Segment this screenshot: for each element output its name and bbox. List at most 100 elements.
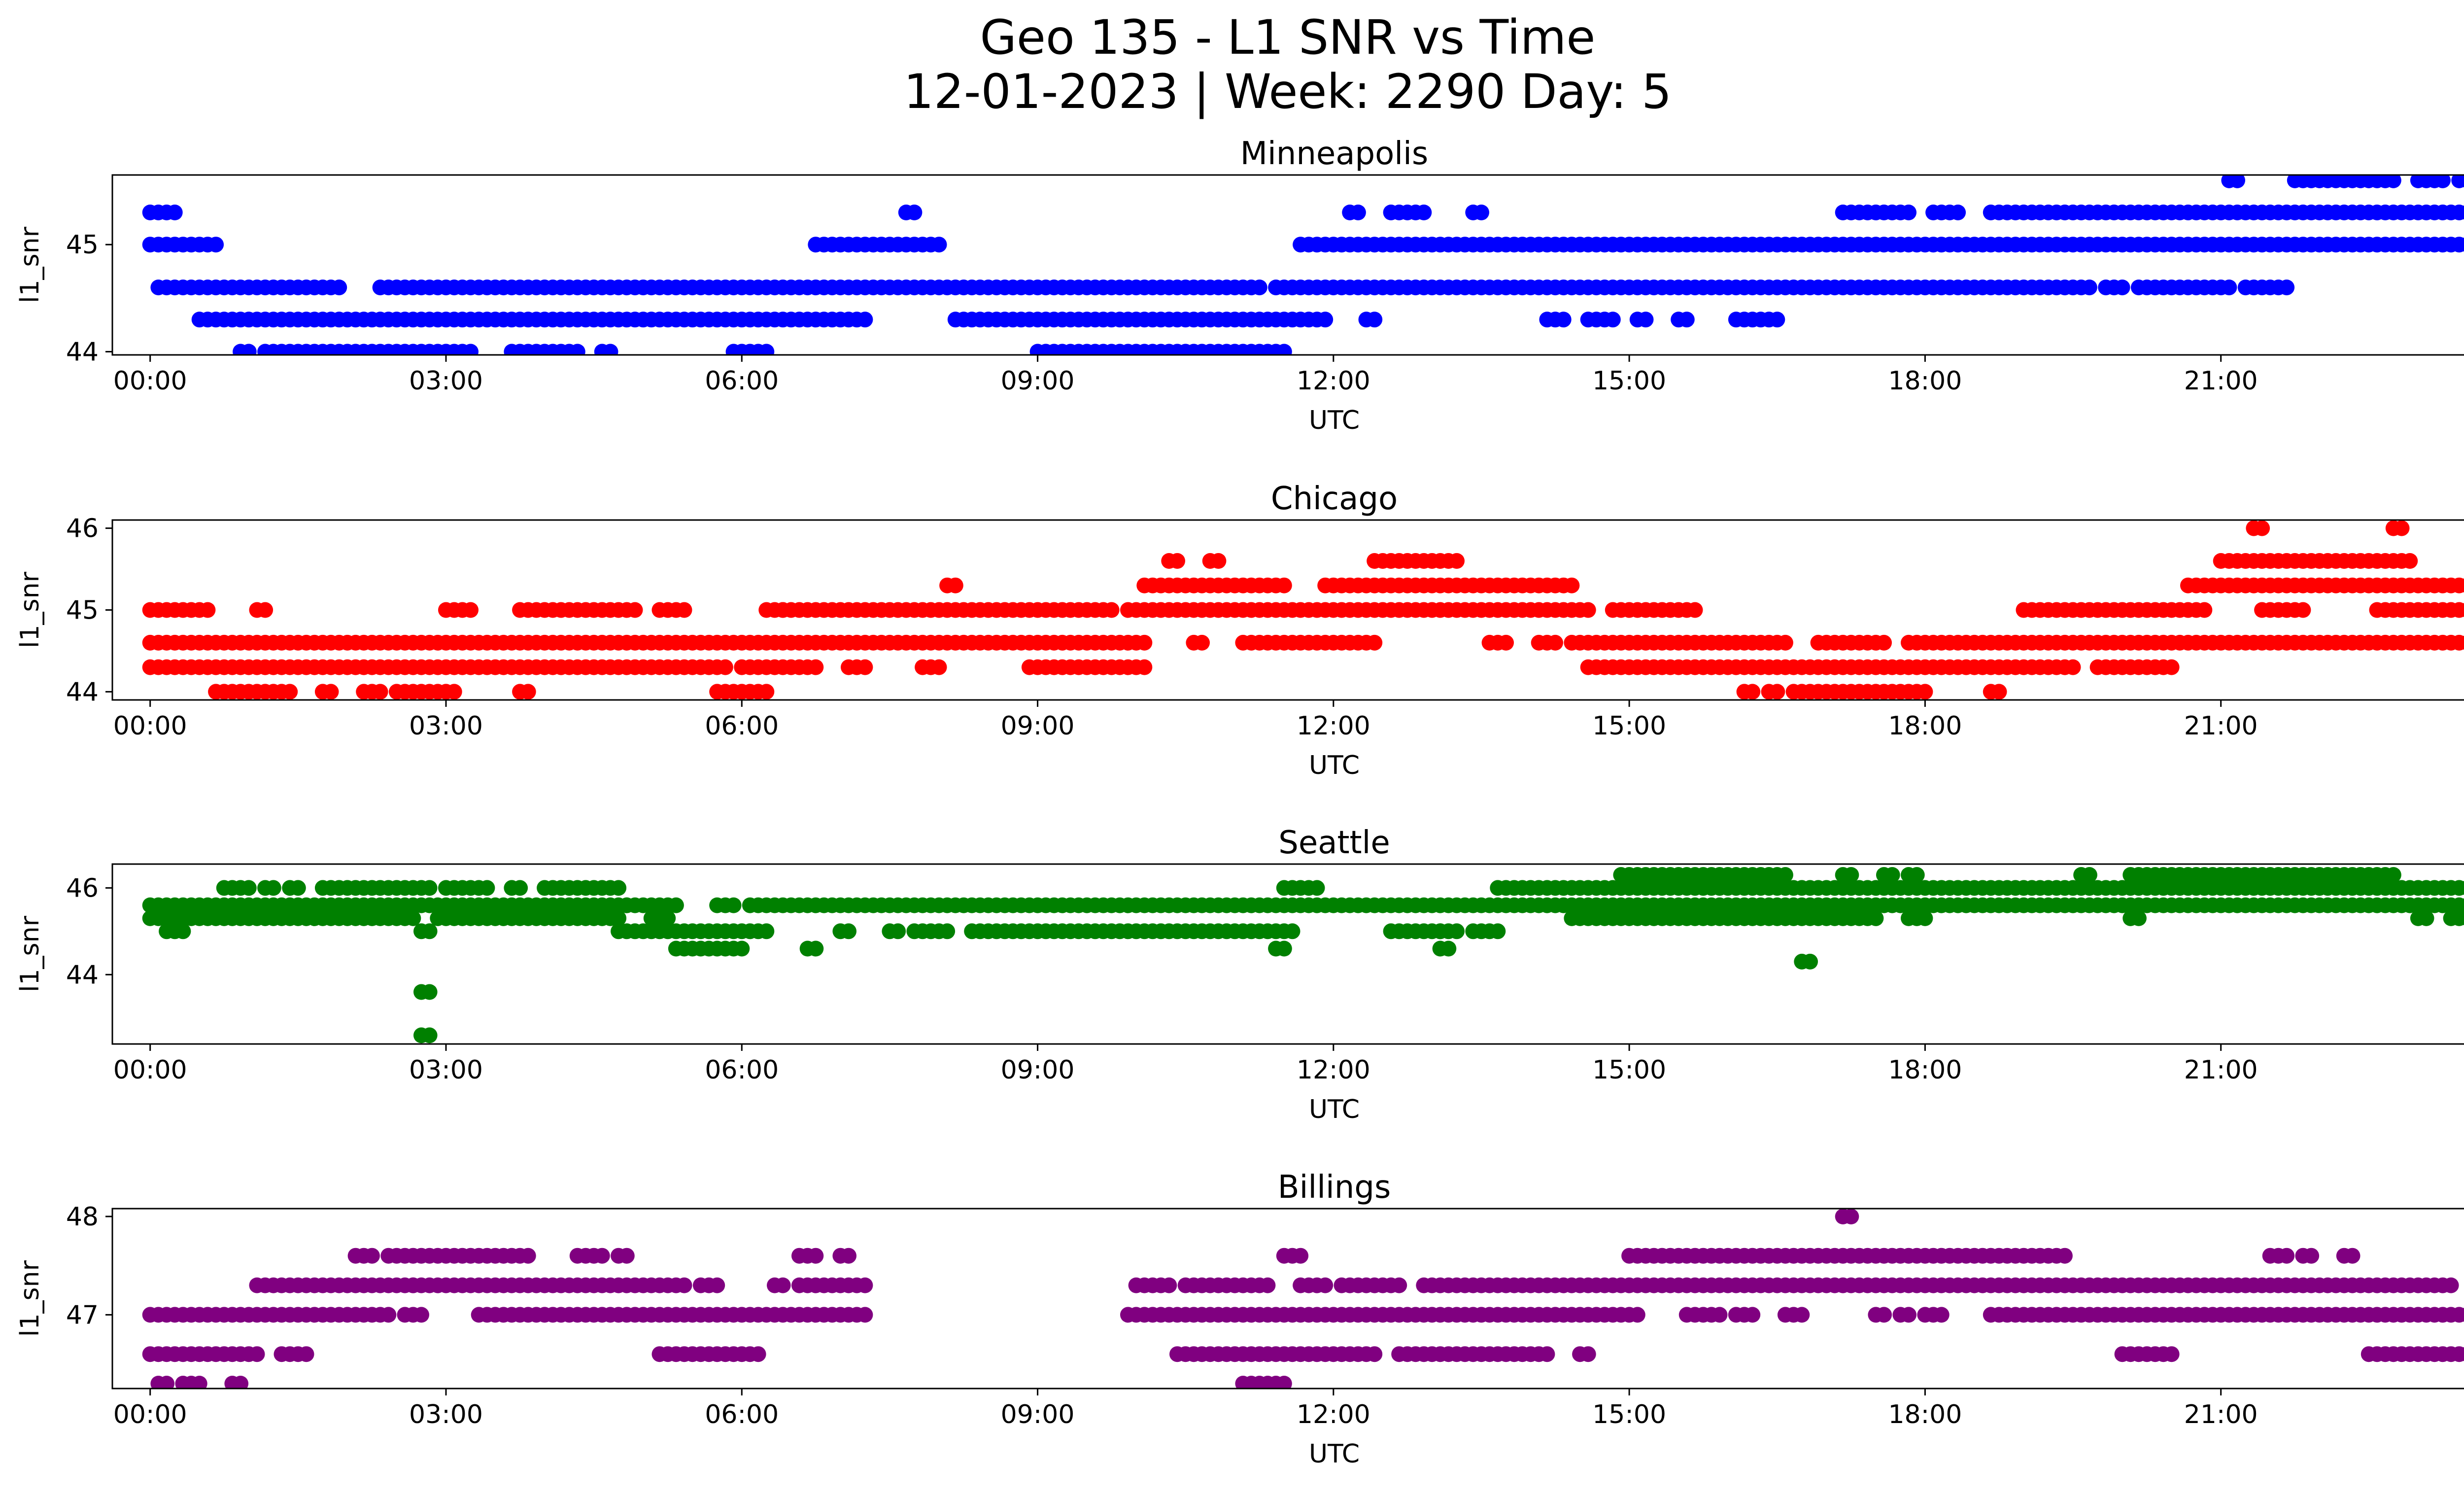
x-tick-label: 03:00: [409, 1055, 483, 1085]
data-point: [1161, 1277, 1177, 1293]
data-point: [947, 577, 963, 593]
data-point: [1564, 577, 1580, 593]
data-point: [1876, 634, 1892, 651]
data-point: [2056, 1248, 2073, 1264]
data-point: [463, 344, 479, 355]
data-point: [890, 923, 906, 939]
data-point: [380, 1307, 397, 1323]
data-point: [2459, 1307, 2464, 1322]
x-axis-label: UTC: [1309, 751, 1360, 780]
x-tick-label: 21:00: [2184, 711, 2258, 741]
data-point: [520, 1248, 536, 1264]
x-tick-label: 06:00: [705, 366, 779, 396]
x-tick-label: 09:00: [1001, 1400, 1075, 1429]
data-point: [520, 684, 536, 700]
chicago-subplot: Chicago 00:00 03:00 06:00 09:00 12:00 15:00 18:…: [15, 481, 2464, 780]
data-point: [1802, 953, 1818, 970]
data-point: [208, 237, 224, 253]
data-point: [1440, 940, 1457, 957]
data-point: [1136, 634, 1153, 651]
x-tick-label: 21:00: [2184, 1400, 2258, 1429]
x-tick-label: 03:00: [409, 1400, 483, 1429]
data-point: [1276, 577, 1292, 593]
data-point: [372, 684, 388, 700]
data-point: [1367, 634, 1383, 651]
data-point: [1884, 867, 1900, 883]
data-point: [808, 659, 824, 675]
data-point: [298, 1346, 314, 1362]
data-point: [1251, 279, 1267, 296]
data-point: [1901, 1307, 1916, 1323]
data-point: [2081, 279, 2097, 296]
data-point: [240, 880, 257, 896]
data-point: [1539, 1346, 1555, 1362]
x-tick-label: 03:00: [409, 366, 483, 396]
data-point: [2221, 279, 2237, 296]
data-point: [2459, 603, 2464, 617]
data-point: [257, 602, 274, 618]
x-tick-label: 15:00: [1592, 366, 1666, 396]
y-axis-label: l1_snr: [15, 571, 45, 648]
data-point: [421, 984, 438, 1000]
data-points: [142, 1209, 2464, 1389]
data-point: [2279, 279, 2295, 296]
x-tick-label: 06:00: [705, 1055, 779, 1085]
data-point: [758, 344, 775, 355]
data-point: [1794, 1307, 1810, 1323]
y-tick-label: 44: [66, 960, 99, 990]
subplot-title: Minneapolis: [1240, 136, 1428, 172]
y-tick-label: 48: [66, 1202, 99, 1232]
data-point: [1367, 312, 1383, 328]
data-point: [2065, 659, 2081, 675]
data-point: [857, 1307, 873, 1323]
data-point: [175, 923, 191, 939]
data-point: [1843, 867, 1859, 883]
data-point: [1580, 1346, 1596, 1362]
data-point: [2459, 635, 2464, 650]
data-point: [602, 344, 618, 355]
data-point: [1917, 910, 1933, 926]
x-tick-label: 15:00: [1592, 1055, 1666, 1085]
data-point: [1309, 880, 1325, 896]
data-point: [758, 923, 775, 939]
subplot-title: Chicago: [1271, 481, 1398, 517]
data-point: [1745, 684, 1761, 700]
x-tick-label: 09:00: [1001, 1055, 1075, 1085]
data-point: [939, 923, 956, 939]
x-tick-label: 21:00: [2184, 1055, 2258, 1085]
x-tick-label: 12:00: [1297, 366, 1370, 396]
data-point: [282, 684, 298, 700]
data-point: [857, 312, 873, 328]
x-tick-label: 00:00: [113, 1055, 187, 1085]
x-tick-label: 21:00: [2184, 366, 2258, 396]
data-point: [421, 880, 438, 896]
x-tick-label: 18:00: [1888, 711, 1962, 741]
data-point: [2130, 910, 2147, 926]
data-point: [676, 602, 692, 618]
data-point: [709, 1277, 725, 1293]
y-tick-label: 44: [66, 677, 99, 707]
data-point: [2394, 520, 2410, 536]
data-point: [2303, 1248, 2320, 1264]
data-point: [1490, 923, 1506, 939]
data-point: [2229, 175, 2245, 188]
data-point: [758, 684, 775, 700]
data-point: [611, 910, 627, 926]
data-point: [1473, 205, 1489, 220]
x-tick-label: 15:00: [1592, 711, 1666, 741]
data-point: [906, 205, 923, 220]
x-tick-label: 18:00: [1888, 366, 1962, 396]
data-point: [2402, 553, 2418, 569]
data-point: [2081, 867, 2097, 883]
y-tick-label: 46: [66, 873, 99, 903]
data-point: [1547, 634, 1563, 651]
x-tick-label: 12:00: [1297, 1400, 1370, 1429]
data-point: [421, 923, 438, 939]
data-point: [2459, 1347, 2464, 1361]
data-point: [2295, 602, 2311, 618]
data-point: [2196, 602, 2213, 618]
data-point: [594, 1248, 610, 1264]
data-point: [1745, 1307, 1761, 1323]
data-point: [1169, 553, 1185, 569]
